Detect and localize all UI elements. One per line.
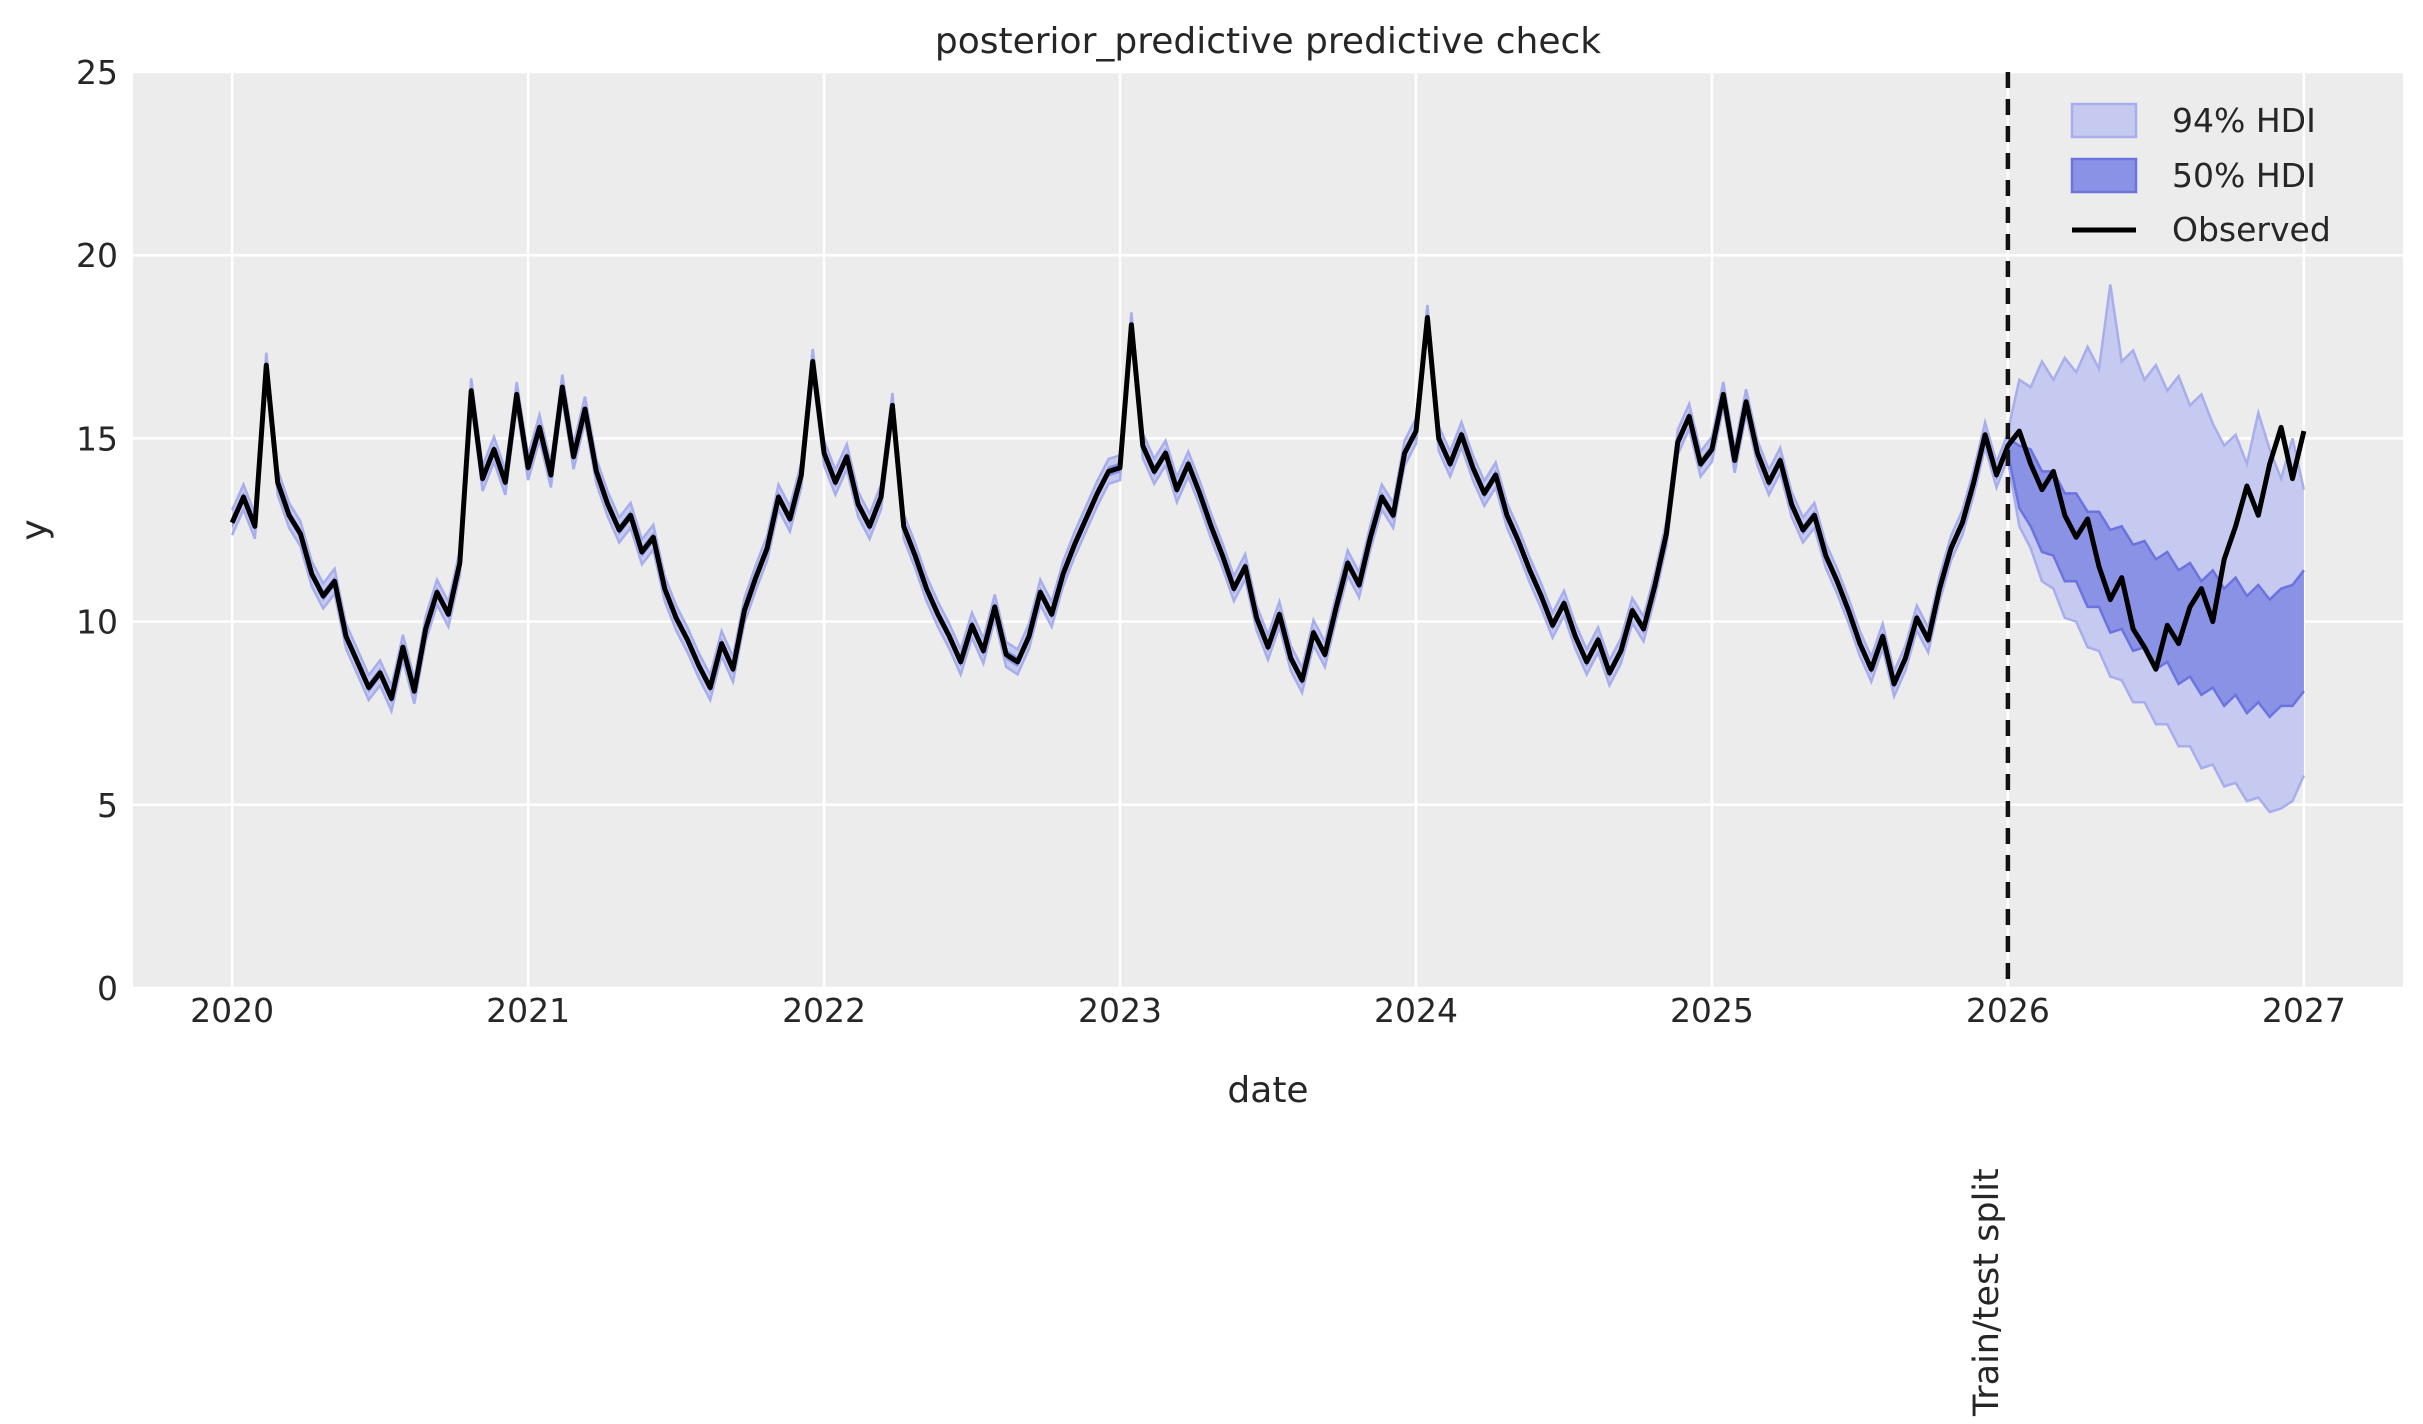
y-tick-label: 10 <box>76 603 118 642</box>
y-tick-label: 25 <box>76 53 118 92</box>
y-tick-label: 15 <box>76 419 118 458</box>
x-tick-label: 2025 <box>1670 991 1754 1030</box>
chart-title: posterior_predictive predictive check <box>935 21 1601 62</box>
x-tick-label: 2026 <box>1966 991 2050 1030</box>
plot-area: 2020 2021 2022 2023 2024 2025 2026 202705101520… <box>76 53 2403 1030</box>
hdi-94-band-edge <box>230 329 2010 715</box>
legend-label-observed: Observed <box>2172 210 2331 249</box>
legend-swatch-50-hdi <box>2070 157 2138 194</box>
hdi-50-band-test <box>2007 438 2304 717</box>
x-tick-label: 2027 <box>2262 991 2346 1030</box>
y-tick-label: 0 <box>97 969 118 1008</box>
y-tick-label: 5 <box>97 786 118 825</box>
x-tick-label: 2020 <box>190 991 274 1030</box>
legend-label-94-hdi: 94% HDI <box>2172 101 2316 140</box>
y-axis-label: y <box>14 519 55 540</box>
legend-label-50-hdi: 50% HDI <box>2172 156 2316 195</box>
x-tick-label: 2024 <box>1374 991 1458 1030</box>
x-tick-label: 2022 <box>782 991 866 1030</box>
legend: 94% HDI 50% HDI Observed <box>2070 101 2331 249</box>
hdi-94-band-edge <box>2006 284 2306 490</box>
hdi-94-band-edge <box>2006 460 2306 814</box>
y-tick-label: 20 <box>76 236 118 275</box>
train-test-split-label: Train/test split <box>1967 1168 2007 1417</box>
observed-line <box>229 315 2307 701</box>
legend-swatch-94-hdi <box>2070 102 2138 139</box>
x-tick-label: 2023 <box>1078 991 1162 1030</box>
x-tick-label: 2021 <box>486 991 570 1030</box>
x-axis-label: date <box>1227 1070 1308 1111</box>
